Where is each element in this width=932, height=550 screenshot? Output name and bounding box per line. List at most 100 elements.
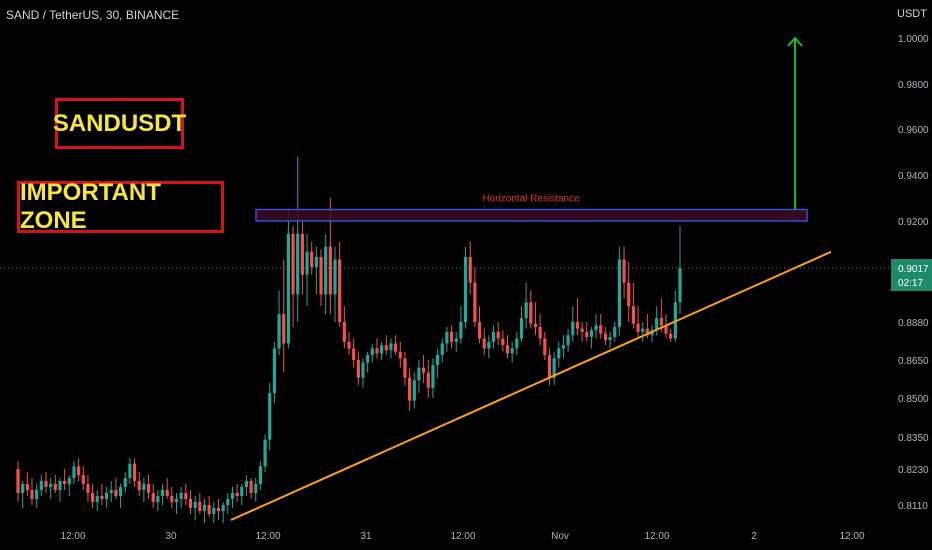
candle-body [529,302,533,324]
candle-body [440,343,444,356]
candle-body [338,259,342,322]
candle-body [585,331,589,337]
candle-body [435,355,440,366]
candle-body [202,505,207,511]
candle-body [477,322,482,339]
candle-body [366,355,370,363]
candle-body [118,487,123,496]
candle-body [193,502,197,508]
candle-body [645,328,649,336]
candle-body [589,330,594,337]
candle-body [627,282,631,307]
candle-body [384,345,388,351]
candle-body [510,348,514,354]
candle-body [538,326,542,339]
candle-body [179,493,183,499]
candle-body [305,251,309,275]
candle-body [300,233,304,275]
candle-body [286,233,290,344]
candle-body [35,490,39,499]
candle-body [109,490,113,493]
candle-body [39,481,43,490]
candle-body [212,508,216,514]
candle-body [352,348,356,360]
candle-body [380,345,384,354]
candle-body [333,259,337,295]
y-tick-label: 0.8110 [898,501,928,512]
candle-body [142,484,146,490]
y-axis: 1.0000 0.9800 0.9600 0.9400 0.9200 0.8880 0.86… [898,34,929,512]
candle-body [188,499,193,508]
candle-countdown: 02:17 [898,278,923,289]
candle-body [403,358,407,378]
candle-body [263,439,267,467]
candle-body [100,496,104,499]
candle-body [174,499,179,502]
candle-body [44,481,48,487]
candle-body [473,282,477,322]
candle-body [268,392,272,440]
candle-body [519,318,524,339]
y-tick-label: 0.9400 [898,171,929,182]
candle-body [426,372,430,388]
candle-body [230,493,235,499]
candle-body [631,306,635,324]
candle-body [370,348,374,356]
candle-body [221,505,225,511]
candle-body [580,328,584,332]
y-tick-label: 0.8500 [898,394,929,405]
candle-body [216,508,221,511]
candle-body [594,325,598,331]
candle-body [63,481,67,484]
candle-body [487,341,491,349]
chart-title: SAND / TetherUS, 30, BINANCE [6,8,180,22]
candle-body [235,493,239,496]
resistance-label: Horizontal Resistance [482,194,580,205]
candle-body [524,302,528,319]
y-axis-unit: USDT [897,8,927,20]
candle-body [90,493,95,502]
candle-body [561,345,566,349]
y-tick-label: 0.9600 [898,125,929,136]
candle-body [151,493,155,502]
candle-body [389,343,393,351]
candle-body [575,322,580,329]
x-tick-label: 31 [360,531,372,542]
candle-body [412,380,416,401]
candle-body [49,484,53,487]
x-tick-label: 12:00 [450,531,475,542]
x-tick-label: 2 [751,531,757,542]
candle-body [678,268,682,303]
candle-body [53,484,57,490]
candle-body [67,478,71,484]
candle-body [198,502,202,511]
candle-body [165,490,169,496]
candle-body [170,496,174,502]
candle-body [132,463,137,481]
y-tick-label: 0.8880 [898,318,929,329]
candle-body [421,367,426,373]
y-tick-label: 0.9800 [898,80,929,91]
candle-body [547,355,552,378]
candle-body [431,365,435,388]
candle-body [30,490,34,499]
candle-body [310,251,314,268]
y-tick-label: 1.0000 [898,34,929,45]
candle-body [669,333,673,339]
candle-body [104,493,109,499]
candle-body [571,322,575,336]
candle-body [314,256,318,268]
candle-body [394,343,398,352]
candle-body [501,338,505,346]
candle-body [342,322,346,342]
candle-body [277,314,281,349]
candle-body [72,466,76,478]
candle-body [361,362,365,378]
candle-body [58,481,62,490]
candle-body [244,481,249,487]
candle-body [664,325,668,334]
y-tick-label: 0.8350 [898,433,929,444]
candle-body [160,490,165,496]
x-tick-label: 12:00 [644,531,669,542]
